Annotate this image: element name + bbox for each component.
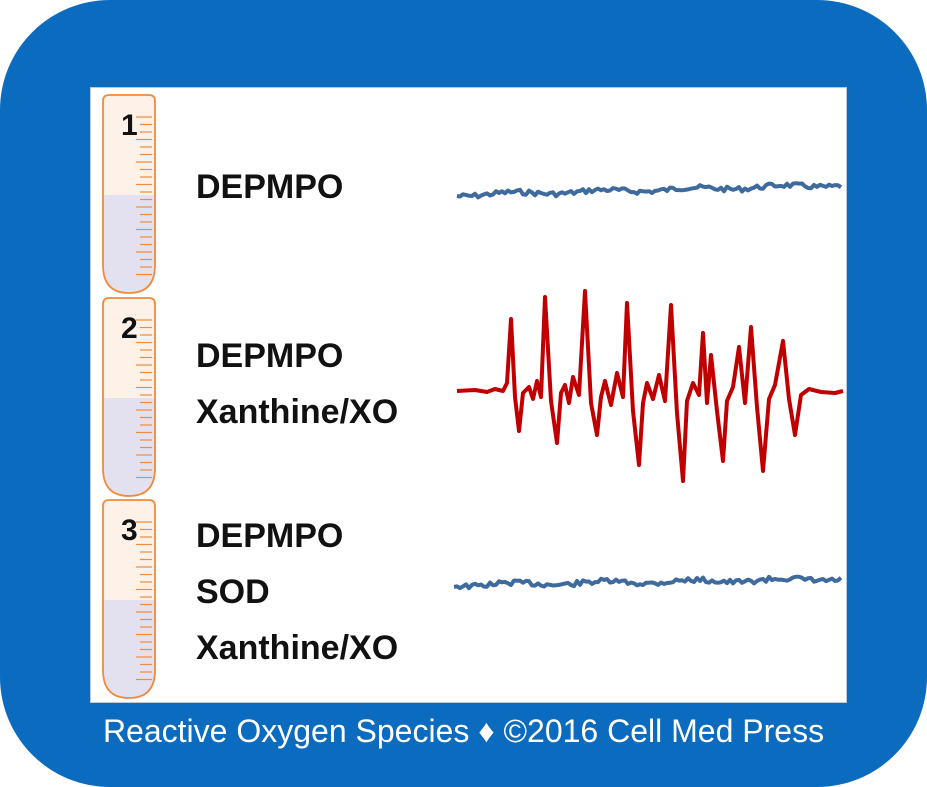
sample-3-trace [453, 574, 843, 591]
tube-2-icon [102, 297, 156, 497]
sample-1-trace [456, 181, 843, 200]
sample-3-line-1: DEPMPO [196, 517, 344, 555]
noise-trace-line [453, 574, 843, 591]
sample-2-trace [456, 289, 844, 483]
sample-2-line-1: DEPMPO [196, 337, 344, 375]
tube-3-icon [102, 499, 156, 699]
tube-1-number: 1 [121, 109, 138, 142]
sample-2-line-2: Xanthine/XO [196, 393, 399, 431]
sample-3-line-3: Xanthine/XO [196, 629, 399, 667]
sample-3-label: DEPMPO SOD Xanthine/XO [196, 508, 398, 676]
sample-2-label: DEPMPO Xanthine/XO [196, 328, 398, 440]
footer-caption: Reactive Oxygen Species ♦ ©2016 Cell Med… [102, 713, 825, 749]
test-tube-3: 3 [100, 499, 158, 700]
tube-2-number: 2 [121, 312, 138, 345]
tube-3-number: 3 [121, 514, 138, 547]
noise-trace-line [456, 181, 843, 200]
spectrum-trace-line [456, 289, 844, 483]
sample-1-line-1: DEPMPO [196, 168, 344, 206]
test-tube-2: 2 [100, 297, 158, 498]
test-tube-1: 1 [100, 94, 158, 295]
tube-1-icon [102, 94, 156, 294]
sample-3-line-2: SOD [196, 573, 270, 611]
sample-1-label: DEPMPO [196, 159, 343, 215]
